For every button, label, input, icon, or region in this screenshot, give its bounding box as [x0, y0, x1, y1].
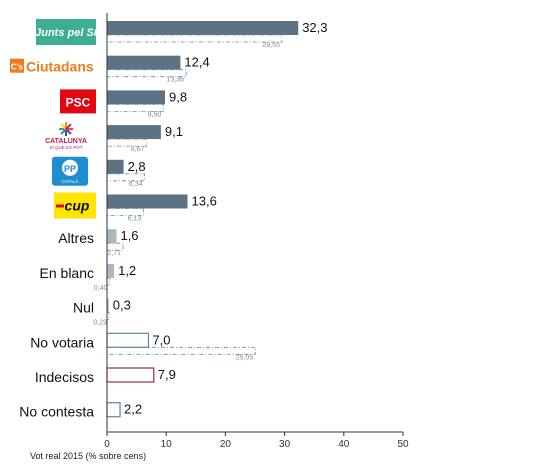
junts-pel-s--logo: Junts pel Sí [35, 19, 99, 45]
value-bar [107, 229, 117, 244]
category-label: Nul [73, 300, 94, 316]
previous-vote-label: 29,55 [262, 42, 280, 49]
category-label: No contesta [19, 404, 94, 420]
x-axis: 0 10 20 30 40 50 Vot real 2015 (% sobre cens) [30, 13, 409, 461]
value-label: 13,6 [192, 194, 217, 209]
value-bar [107, 159, 124, 174]
category-row: Indecisos 7,9 [35, 367, 176, 385]
logo-accent [56, 204, 64, 208]
logo-text: PSC [66, 95, 91, 109]
previous-vote-label: 6,13 [128, 216, 142, 223]
logo-shape [60, 89, 96, 114]
ciutadans-logo: C's Ciutadans [10, 59, 94, 75]
previous-vote-bar [106, 69, 187, 78]
value-bar [107, 298, 109, 313]
logo-text: cup [65, 198, 90, 214]
value-bar [106, 402, 121, 418]
category-row: Nul 0,3 0,29 [73, 298, 131, 327]
previous-vote-bar [106, 312, 110, 321]
logo-shape [36, 19, 96, 45]
previous-vote-label: 13,36 [167, 77, 185, 84]
value-bar [106, 332, 150, 348]
value-label: 1,2 [118, 263, 136, 278]
previous-vote-bar [106, 138, 147, 147]
previous-vote-label: 6,34 [129, 181, 143, 188]
logo-subtext: CATALÀ [62, 178, 79, 184]
x-tick-label: 30 [279, 439, 291, 450]
value-bar [107, 90, 166, 105]
value-label: 2,8 [128, 159, 146, 174]
previous-vote-bar [106, 242, 124, 251]
previous-vote-bar [106, 208, 144, 216]
cup-logo: cup [54, 192, 96, 219]
value-label: 2,2 [124, 402, 142, 417]
logo-circle [62, 159, 78, 176]
value-label: 1,6 [120, 228, 138, 243]
previous-vote-label: 6,67 [131, 146, 145, 153]
logo-subtext: SÍ QUE ES POT [49, 144, 82, 150]
x-tick-label: 50 [397, 439, 409, 450]
x-tick-label: 20 [220, 439, 232, 450]
value-label: 12,4 [184, 55, 209, 70]
value-label: 7,9 [158, 367, 176, 382]
logo-text: CATALUNYA [45, 138, 87, 145]
x-ticks: 0 10 20 30 40 50 [104, 432, 409, 450]
logo-mark-box [10, 58, 24, 73]
previous-vote-bar [106, 34, 283, 43]
value-label: 32,3 [302, 20, 327, 35]
previous-vote-bar [106, 346, 256, 355]
logo-ray [65, 123, 72, 130]
previous-vote-label: 25,05 [236, 354, 254, 361]
category-row: Junts pel Sí 32,3 29,55 [35, 19, 328, 49]
chart-rows: Junts pel Sí 32,3 29,55 C's Ciutadans 12,4 13,… [10, 19, 328, 420]
pp-logo: PP CATALÀ [52, 156, 88, 186]
category-row: No votaria 7,0 25,05 [30, 332, 256, 361]
category-label: Altres [58, 230, 94, 246]
category-row: En blanc 1,2 0,40 [40, 263, 137, 292]
previous-vote-label: 0,40 [94, 285, 108, 292]
category-row: C's Ciutadans 12,4 13,36 [10, 55, 210, 84]
category-label: No votaria [30, 334, 94, 350]
value-bar [107, 194, 188, 209]
x-axis-title: Vot real 2015 (% sobre cens) [30, 451, 146, 461]
logo-text: PP [64, 164, 76, 174]
value-bar [107, 21, 299, 35]
logo-star [59, 122, 73, 137]
value-label: 9,8 [169, 89, 187, 104]
logo-mark: C's [11, 63, 24, 72]
previous-vote-label: 2,71 [107, 250, 121, 257]
previous-vote-label: 9,50 [148, 111, 162, 118]
previous-vote-bar [106, 173, 145, 182]
value-label: 9,1 [165, 124, 183, 139]
value-bar [107, 263, 115, 278]
value-bar [107, 55, 181, 70]
category-row: Altres 1,6 2,71 [58, 228, 138, 257]
x-tick-label: 0 [104, 439, 110, 450]
value-bar [106, 367, 155, 383]
category-row: No contesta 2,2 [19, 402, 142, 420]
psc-logo: PSC [60, 89, 96, 114]
previous-vote-label: 0,29 [93, 320, 107, 327]
category-label: En blanc [40, 265, 94, 281]
previous-vote-bar [106, 104, 164, 112]
x-tick-label: 10 [161, 439, 173, 450]
value-bar [107, 125, 161, 140]
category-label: Indecisos [35, 369, 94, 385]
category-row: PP CATALÀ 2,8 6,34 [52, 156, 146, 188]
value-label: 0,3 [113, 298, 131, 313]
value-label: 7,0 [152, 332, 170, 347]
logo-text: Ciutadans [26, 59, 94, 75]
category-row: cup 13,6 6,13 [54, 192, 217, 223]
x-tick-label: 40 [338, 439, 350, 450]
category-row: PSC 9,8 9,50 [60, 89, 187, 118]
logo-text: Junts pel Sí [35, 27, 99, 39]
